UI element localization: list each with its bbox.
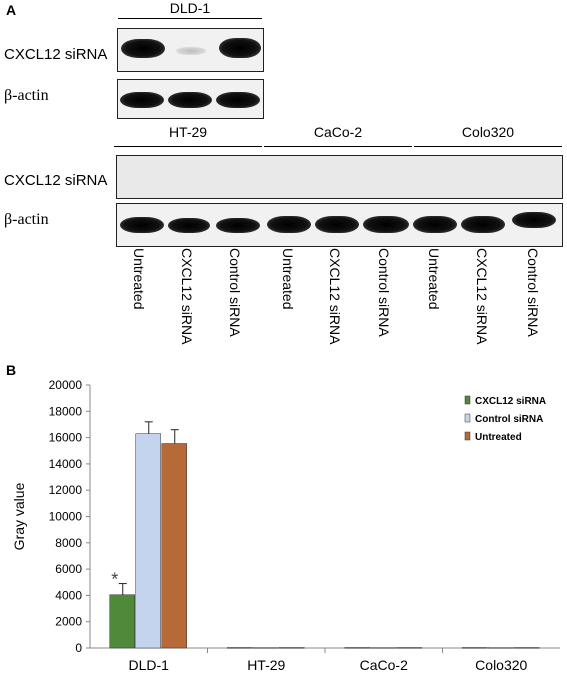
band [168,92,212,108]
x-tick-label: Colo320 [475,657,527,673]
band [512,212,556,228]
row-label-cxcl12-sirna: CXCL12 siRNA [4,46,108,63]
bar [462,647,488,649]
band [216,218,260,233]
legend-swatch [464,431,471,441]
lane-label-9: Control siRNA [525,248,541,337]
x-tick-label: HT-29 [247,657,285,673]
y-tick-label: 4000 [55,588,82,602]
lane-label-8: CXCL12 siRNA [474,248,490,345]
group-header-caco2: CaCo-2 [313,124,363,140]
y-tick-label: 12000 [49,483,83,497]
bar-chart: 0 2000 4000 6000 8000 10000 12000 14000 16000 180… [11,378,560,673]
blot-lower-actin [116,203,563,247]
band [219,38,261,58]
bar [396,647,422,649]
legend-label: CXCL12 siRNA [475,396,546,407]
x-tick-label: DLD-1 [129,657,170,673]
bar [161,443,187,649]
lane-label-5: CXCL12 siRNA [327,248,343,345]
band [363,216,409,233]
y-tick-label: 16000 [49,431,83,445]
x-tick-label: CaCo-2 [360,657,408,673]
band [216,92,260,108]
y-tick-label: 6000 [55,562,82,576]
group-line-ht29 [114,146,262,147]
band [176,47,206,55]
blot-lower-cxcl12 [116,155,563,199]
panel-a-letter: A [6,2,17,18]
band [168,218,210,233]
bar [227,647,253,649]
dld1-header: DLD-1 [169,0,211,16]
bar [279,647,305,649]
y-tick-label: 0 [75,641,82,655]
group-header-colo320: Colo320 [461,124,515,140]
band [121,39,165,58]
lane-label-2: CXCL12 siRNA [179,248,195,345]
legend-swatch [464,413,471,423]
y-tick-label: 14000 [49,457,83,471]
bar [253,647,279,649]
group-line-colo320 [414,146,562,147]
legend-label: Untreated [475,432,522,443]
blot-dld1-actin [117,79,264,119]
y-tick-label: 2000 [55,615,82,629]
panel-b-letter: B [6,362,17,378]
chart-legend: CXCL12 siRNA Control siRNA Untreated [464,395,546,443]
band [120,92,164,108]
chart-bars [109,421,540,649]
y-axis-label: Gray value [11,482,27,550]
band [413,216,457,233]
significance-marker: * [111,570,118,590]
row-label-beta-actin: β-actin [4,87,49,104]
bar [344,647,370,649]
row-label-cxcl12-sirna-lower: CXCL12 siRNA [4,172,108,189]
y-tick-label: 10000 [49,510,83,524]
band [461,216,505,233]
dld1-header-line [118,18,262,19]
bar [370,647,396,649]
y-tick-label: 8000 [55,536,82,550]
lane-label-6: Control siRNA [376,248,392,337]
band [315,216,359,233]
band [120,217,164,233]
lane-label-7: Untreated [426,248,442,310]
band [267,216,311,233]
blot-dld1-cxcl12 [117,28,264,72]
legend-label: Control siRNA [475,414,543,425]
bar [488,647,514,649]
group-header-ht29: HT-29 [168,124,208,140]
y-tick-label: 18000 [49,404,83,418]
chart-axes: 0 2000 4000 6000 8000 10000 12000 14000 16000 180… [11,378,560,673]
bar [109,594,135,649]
y-tick-label: 20000 [49,378,83,392]
bar [135,433,161,649]
legend-swatch [464,395,471,405]
row-label-beta-actin-lower: β-actin [4,211,49,228]
bar [514,647,540,649]
lane-label-4: Untreated [280,248,296,310]
group-line-caco2 [264,146,412,147]
lane-label-3: Control siRNA [227,248,243,337]
lane-label-1: Untreated [131,248,147,310]
